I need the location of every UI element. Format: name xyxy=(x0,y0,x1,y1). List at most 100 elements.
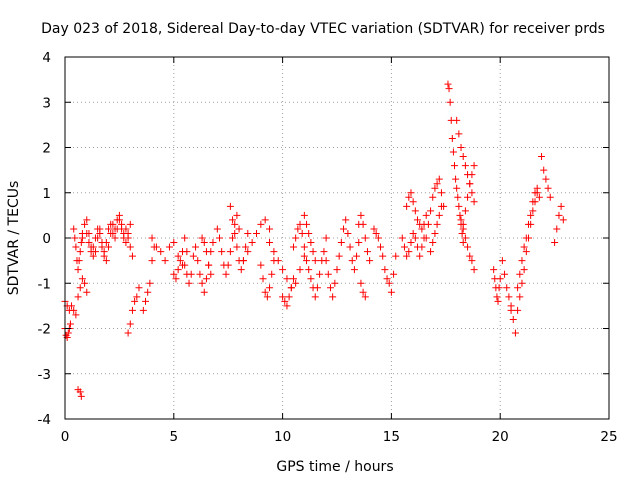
data-point xyxy=(78,234,86,242)
data-point xyxy=(68,302,76,310)
data-point xyxy=(268,270,276,278)
data-point xyxy=(281,297,289,305)
axis-ticks: 0 5 10 15 20 25 -4 -3 -2 -1 0 1 2 3 4 xyxy=(38,50,618,445)
data-point xyxy=(320,248,328,256)
data-point xyxy=(427,207,435,215)
data-point xyxy=(270,248,278,256)
data-point xyxy=(235,225,243,233)
data-point xyxy=(414,216,422,224)
data-point xyxy=(98,243,106,251)
data-point xyxy=(342,216,350,224)
data-point xyxy=(466,180,474,188)
data-point xyxy=(353,252,361,260)
data-point xyxy=(344,229,352,237)
data-point xyxy=(83,216,91,224)
data-point xyxy=(115,216,123,224)
data-point xyxy=(142,297,150,305)
data-point xyxy=(466,252,474,260)
data-point xyxy=(309,248,317,256)
data-point xyxy=(385,279,393,287)
data-point xyxy=(494,297,502,305)
data-point xyxy=(170,239,178,247)
data-point xyxy=(359,220,367,228)
x-tick-label: 15 xyxy=(383,429,400,445)
data-point xyxy=(468,171,476,179)
data-point xyxy=(427,248,435,256)
data-point xyxy=(300,211,308,219)
data-point xyxy=(85,239,93,247)
data-point xyxy=(329,293,337,301)
data-point xyxy=(198,279,206,287)
data-point xyxy=(76,248,84,256)
data-point xyxy=(390,270,398,278)
data-point xyxy=(128,306,136,314)
data-point xyxy=(503,284,511,292)
data-point xyxy=(455,202,463,210)
data-point xyxy=(387,288,395,296)
data-point xyxy=(470,266,478,274)
data-point xyxy=(74,266,82,274)
data-point xyxy=(120,234,128,242)
data-point xyxy=(226,248,234,256)
data-point xyxy=(407,189,415,197)
data-point xyxy=(296,266,304,274)
data-point xyxy=(509,315,517,323)
data-point xyxy=(124,229,132,237)
data-point xyxy=(501,270,509,278)
data-point xyxy=(459,153,467,161)
data-point xyxy=(298,229,306,237)
data-point xyxy=(458,229,466,237)
data-point xyxy=(181,234,189,242)
data-point xyxy=(455,130,463,138)
data-point xyxy=(522,248,530,256)
data-point xyxy=(207,270,215,278)
data-point xyxy=(533,189,541,197)
data-point xyxy=(514,306,522,314)
data-point xyxy=(72,243,80,251)
data-point xyxy=(374,234,382,242)
y-tick-label: -3 xyxy=(38,367,51,383)
data-point xyxy=(403,202,411,210)
data-point xyxy=(359,288,367,296)
data-point xyxy=(261,216,269,224)
data-point xyxy=(422,234,430,242)
data-point xyxy=(340,225,348,233)
data-point xyxy=(553,225,561,233)
data-point xyxy=(535,193,543,201)
data-point xyxy=(453,116,461,124)
data-point xyxy=(263,293,271,301)
data-point xyxy=(94,225,102,233)
data-point xyxy=(403,252,411,260)
data-point xyxy=(516,270,524,278)
data-point xyxy=(70,306,78,314)
data-point xyxy=(237,266,245,274)
data-point xyxy=(231,229,239,237)
data-point xyxy=(322,234,330,242)
data-point xyxy=(454,193,462,201)
data-point xyxy=(174,252,182,260)
data-point xyxy=(520,243,528,251)
data-point xyxy=(76,388,84,396)
data-point xyxy=(431,229,439,237)
data-point xyxy=(416,252,424,260)
data-point xyxy=(464,243,472,251)
data-point xyxy=(540,166,548,174)
data-point xyxy=(300,252,308,260)
data-point xyxy=(305,266,313,274)
x-tick-label: 0 xyxy=(61,429,70,445)
data-point xyxy=(437,202,445,210)
data-point xyxy=(198,234,206,242)
data-point xyxy=(361,234,369,242)
data-point xyxy=(461,234,469,242)
data-point xyxy=(196,270,204,278)
data-point xyxy=(187,270,195,278)
data-point xyxy=(316,270,324,278)
data-point xyxy=(457,216,465,224)
data-point xyxy=(435,175,443,183)
x-tick-label: 25 xyxy=(600,429,617,445)
data-point xyxy=(433,220,441,228)
data-point xyxy=(538,153,546,161)
data-point xyxy=(453,184,461,192)
data-point xyxy=(222,270,230,278)
